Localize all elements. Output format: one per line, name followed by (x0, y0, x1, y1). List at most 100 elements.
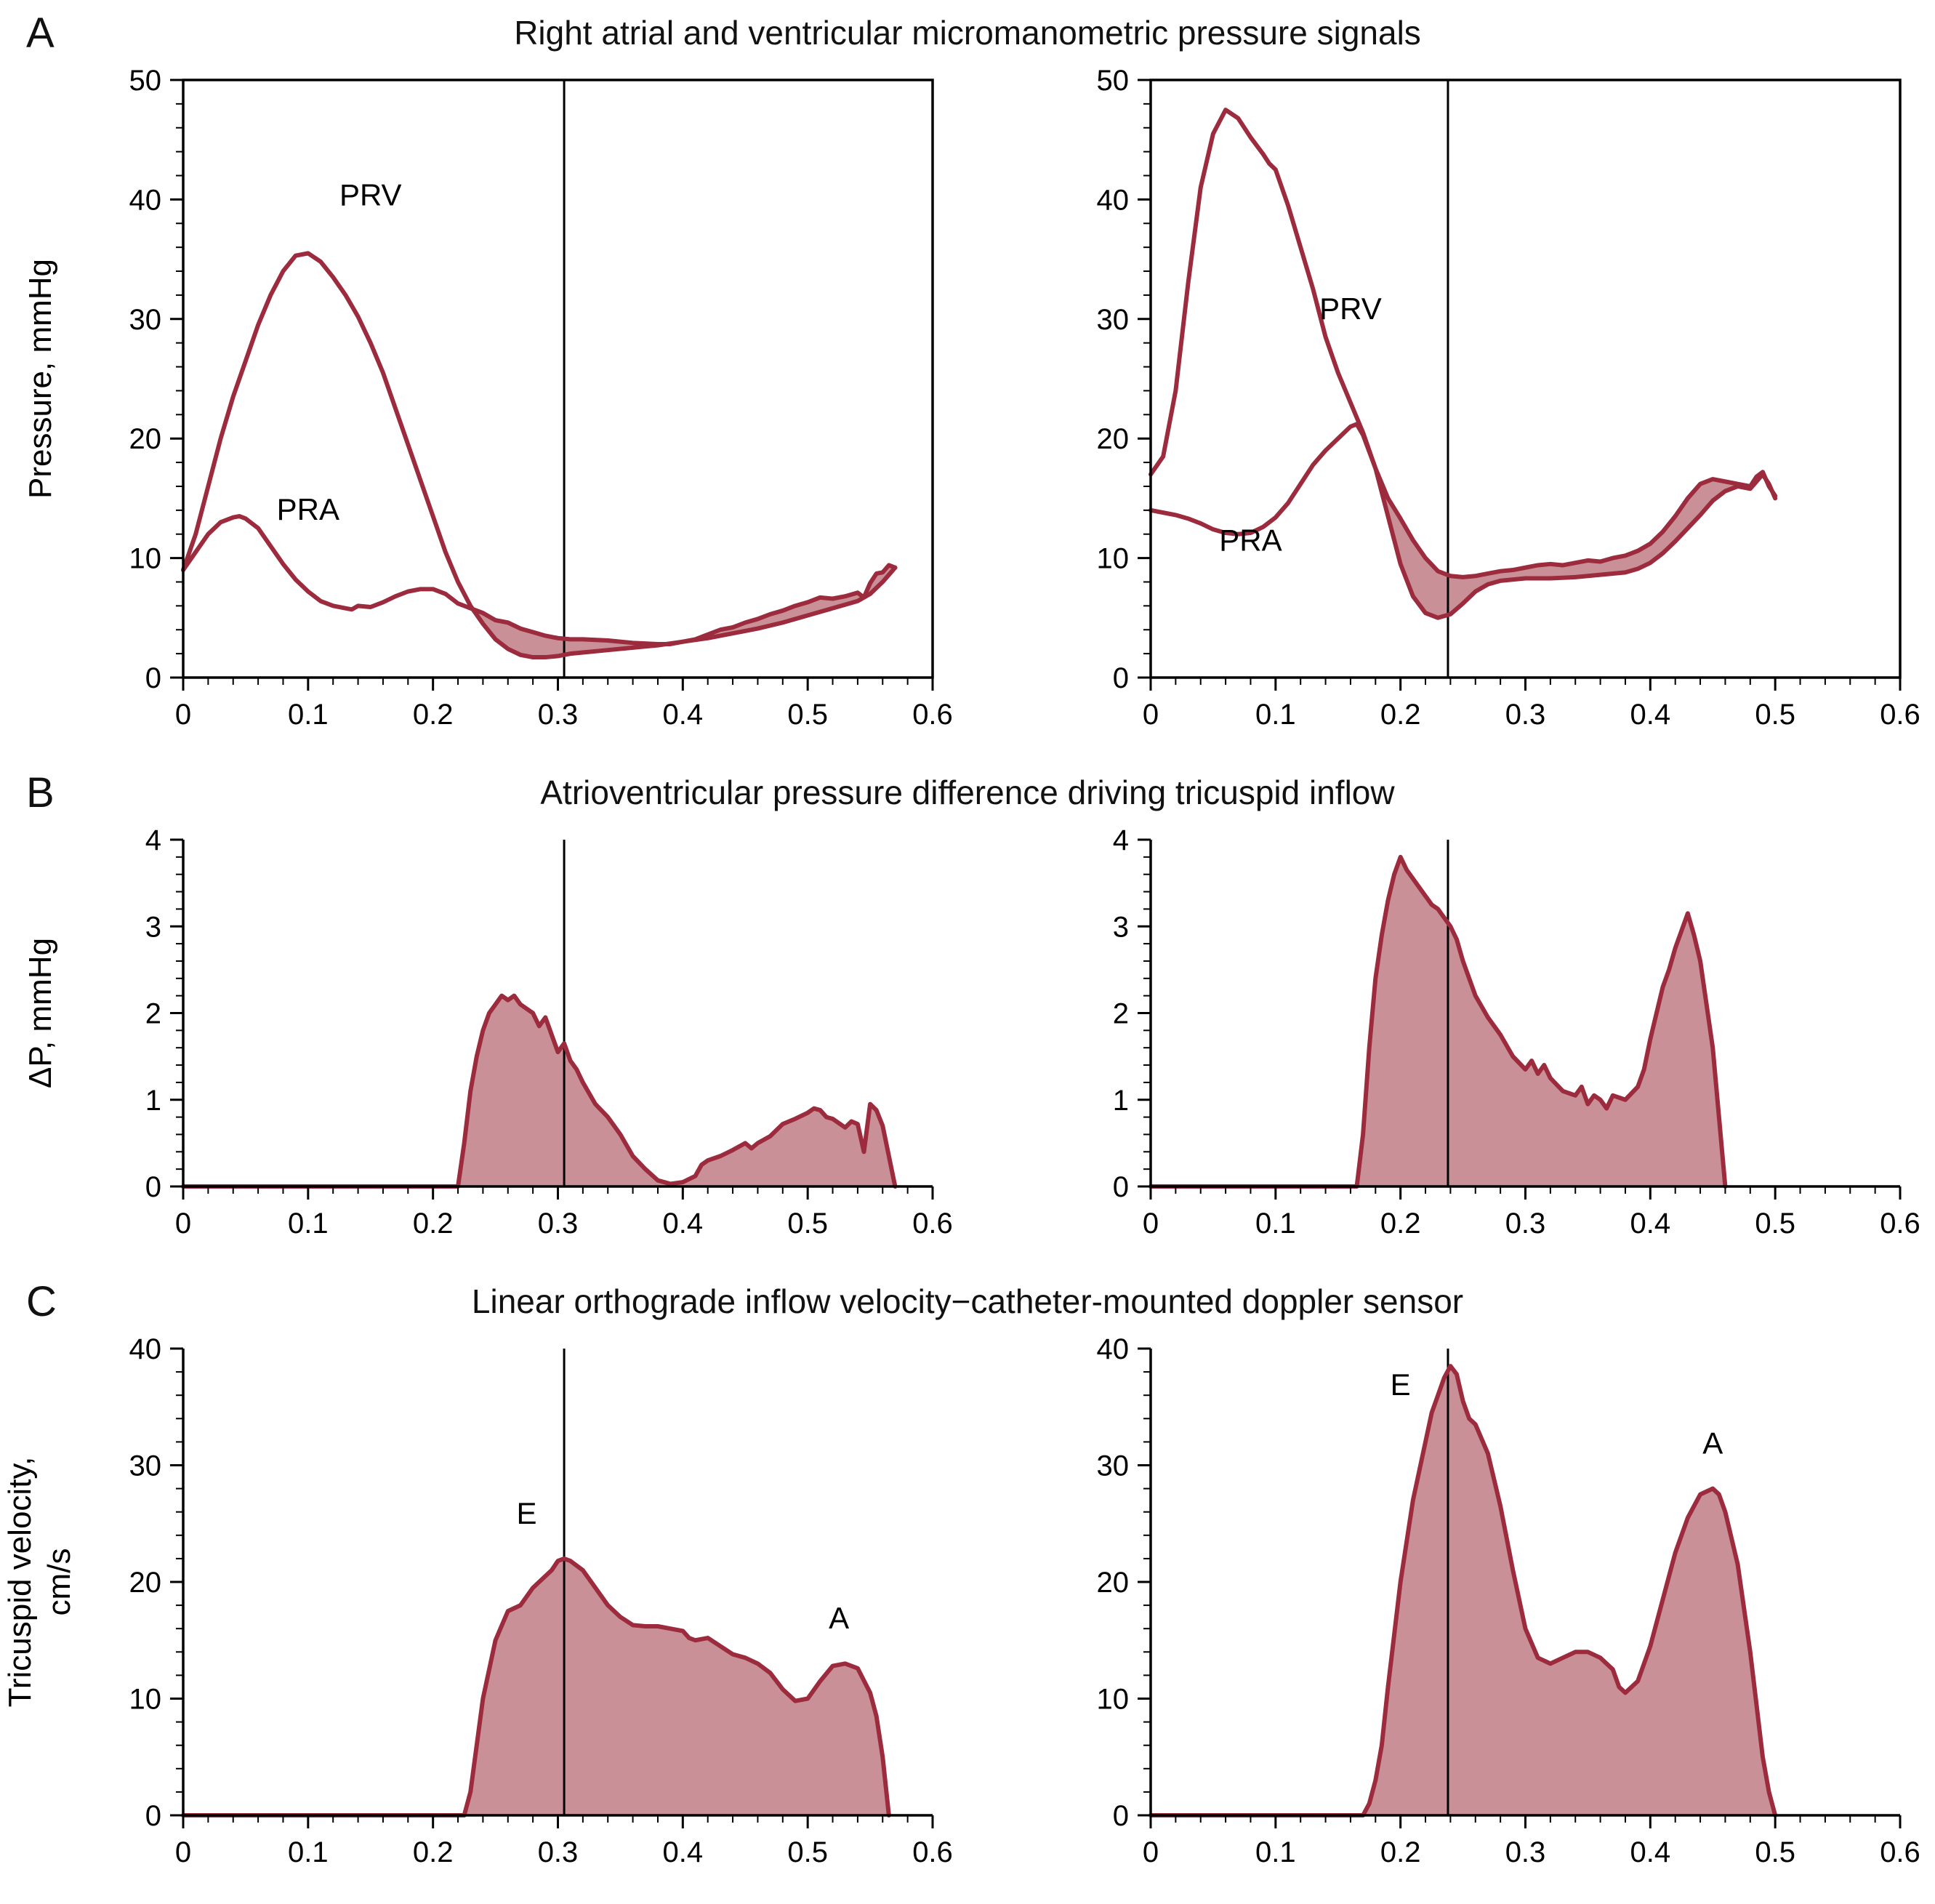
svg-text:10: 10 (129, 543, 162, 575)
svg-text:40: 40 (1097, 1333, 1130, 1365)
chart-a-left: 0 0.1 0.2 0.3 0.4 0.5 0.6 0 10 20 30 40 50 Pressure, … (0, 61, 968, 763)
svg-text:10: 10 (129, 1684, 162, 1716)
svg-text:Pressure, mmHg: Pressure, mmHg (23, 259, 58, 499)
svg-text:0: 0 (175, 699, 191, 731)
svg-text:2: 2 (145, 998, 161, 1030)
svg-text:0.5: 0.5 (1755, 1208, 1795, 1240)
svg-text:0.1: 0.1 (288, 1836, 329, 1868)
svg-text:30: 30 (1097, 1450, 1130, 1482)
svg-text:0.1: 0.1 (1255, 1836, 1296, 1868)
svg-text:0: 0 (145, 1171, 161, 1203)
chart-c-left: 0 0.1 0.2 0.3 0.4 0.5 0.6 0 10 20 30 40 Tricuspid ve… (0, 1330, 968, 1900)
svg-text:0.5: 0.5 (787, 1836, 828, 1868)
svg-text:1: 1 (1113, 1085, 1129, 1117)
svg-text:0.3: 0.3 (538, 1836, 579, 1868)
svg-text:0.5: 0.5 (787, 699, 828, 731)
svg-text:E: E (517, 1496, 537, 1530)
svg-text:A: A (1702, 1426, 1723, 1460)
panel-c: C Linear orthograde inflow velocity−cath… (0, 1277, 1935, 1900)
panel-b-title: Atrioventricular pressure difference dri… (540, 774, 1395, 811)
chart-c-right: 0 0.1 0.2 0.3 0.4 0.5 0.6 0 10 20 30 40 E A (968, 1330, 1935, 1900)
svg-text:20: 20 (1097, 1567, 1130, 1599)
svg-text:E: E (1391, 1367, 1411, 1402)
svg-text:0: 0 (1143, 699, 1159, 731)
panel-a: A Right atrial and ventricular micromano… (0, 9, 1935, 763)
svg-text:ΔP, mmHg: ΔP, mmHg (23, 938, 58, 1088)
svg-text:0.1: 0.1 (1255, 699, 1296, 731)
panel-b-header: B Atrioventricular pressure difference d… (0, 768, 1935, 821)
svg-text:0.2: 0.2 (1380, 699, 1421, 731)
panel-c-header: C Linear orthograde inflow velocity−cath… (0, 1277, 1935, 1330)
svg-text:0.2: 0.2 (413, 699, 454, 731)
svg-text:A: A (829, 1601, 849, 1635)
svg-text:20: 20 (129, 1567, 162, 1599)
svg-text:0: 0 (175, 1836, 191, 1868)
svg-text:0.4: 0.4 (1630, 1208, 1671, 1240)
svg-text:0: 0 (1113, 1171, 1129, 1203)
svg-text:40: 40 (129, 184, 162, 216)
svg-text:30: 30 (129, 1450, 162, 1482)
chart-b-left: 0 0.1 0.2 0.3 0.4 0.5 0.6 0 1 2 3 4 ΔP, mmHg (0, 821, 968, 1272)
svg-text:0.6: 0.6 (912, 699, 953, 731)
svg-text:0.6: 0.6 (912, 1836, 953, 1868)
svg-text:4: 4 (1113, 824, 1129, 856)
svg-text:0.2: 0.2 (413, 1208, 454, 1240)
panel-c-charts: 0 0.1 0.2 0.3 0.4 0.5 0.6 0 10 20 30 40 Tricuspid ve… (0, 1330, 1935, 1900)
svg-text:0.4: 0.4 (663, 1208, 704, 1240)
svg-text:0: 0 (175, 1208, 191, 1240)
svg-text:0.2: 0.2 (1380, 1836, 1421, 1868)
svg-text:0.2: 0.2 (413, 1836, 454, 1868)
svg-text:PRV: PRV (339, 178, 402, 212)
svg-text:0.5: 0.5 (787, 1208, 828, 1240)
svg-text:10: 10 (1097, 543, 1130, 575)
panel-b: B Atrioventricular pressure difference d… (0, 768, 1935, 1272)
svg-text:0.6: 0.6 (1880, 699, 1920, 731)
svg-text:20: 20 (129, 423, 162, 455)
panel-b-charts: 0 0.1 0.2 0.3 0.4 0.5 0.6 0 1 2 3 4 ΔP, mmHg 0 0.1 0.2… (0, 821, 1935, 1272)
svg-text:40: 40 (129, 1333, 162, 1365)
panel-a-charts: 0 0.1 0.2 0.3 0.4 0.5 0.6 0 10 20 30 40 50 Pressure, … (0, 61, 1935, 763)
svg-text:50: 50 (129, 65, 162, 97)
svg-text:0.6: 0.6 (912, 1208, 953, 1240)
svg-text:0.4: 0.4 (663, 1836, 704, 1868)
panel-a-title: Right atrial and ventricular micromanome… (514, 14, 1421, 52)
svg-text:20: 20 (1097, 423, 1130, 455)
svg-text:0.3: 0.3 (538, 1208, 579, 1240)
svg-text:0: 0 (1143, 1836, 1159, 1868)
svg-text:0: 0 (1113, 662, 1129, 694)
svg-text:0.6: 0.6 (1880, 1836, 1920, 1868)
svg-text:10: 10 (1097, 1684, 1130, 1716)
svg-text:0.1: 0.1 (1255, 1208, 1296, 1240)
svg-text:0.3: 0.3 (1505, 1836, 1546, 1868)
svg-text:0.2: 0.2 (1380, 1208, 1421, 1240)
svg-text:0: 0 (1113, 1800, 1129, 1832)
svg-text:PRV: PRV (1319, 292, 1382, 326)
svg-text:3: 3 (145, 911, 161, 943)
svg-text:0.1: 0.1 (288, 699, 329, 731)
panel-c-letter: C (26, 1278, 57, 1325)
svg-text:4: 4 (145, 824, 161, 856)
svg-text:3: 3 (1113, 911, 1129, 943)
svg-text:0: 0 (1143, 1208, 1159, 1240)
svg-text:0.4: 0.4 (1630, 699, 1671, 731)
panel-c-title: Linear orthograde inflow velocity−cathet… (471, 1282, 1464, 1320)
svg-text:0.4: 0.4 (663, 699, 704, 731)
panel-a-letter: A (26, 9, 55, 57)
svg-text:0.3: 0.3 (1505, 699, 1546, 731)
svg-text:PRA: PRA (1219, 523, 1282, 558)
svg-text:0.5: 0.5 (1755, 1836, 1795, 1868)
svg-text:0.5: 0.5 (1755, 699, 1795, 731)
svg-text:0.6: 0.6 (1880, 1208, 1920, 1240)
chart-a-right: 0 0.1 0.2 0.3 0.4 0.5 0.6 0 10 20 30 40 50 PRV PRA (968, 61, 1935, 763)
svg-text:cm/s: cm/s (41, 1548, 77, 1616)
svg-text:0.1: 0.1 (288, 1208, 329, 1240)
panel-a-header: A Right atrial and ventricular micromano… (0, 9, 1935, 61)
chart-b-right: 0 0.1 0.2 0.3 0.4 0.5 0.6 0 1 2 3 4 (968, 821, 1935, 1272)
svg-text:0: 0 (145, 1800, 161, 1832)
svg-text:0.3: 0.3 (1505, 1208, 1546, 1240)
svg-text:40: 40 (1097, 184, 1130, 216)
svg-text:PRA: PRA (277, 492, 339, 526)
svg-text:0.3: 0.3 (538, 699, 579, 731)
svg-text:1: 1 (145, 1085, 161, 1117)
